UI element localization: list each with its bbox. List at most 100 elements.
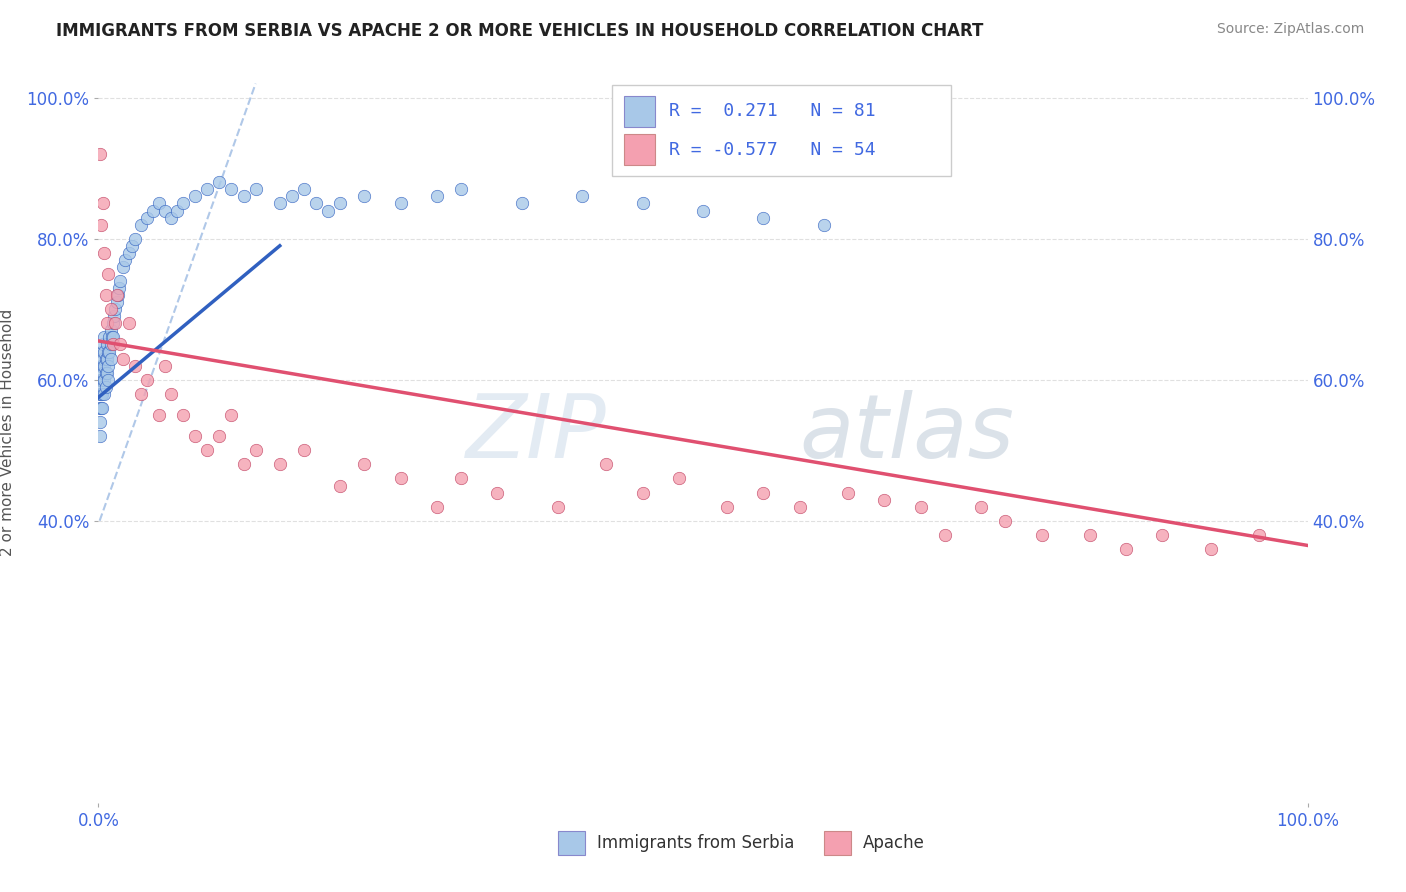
- Point: [93, 245, 115, 260]
- FancyBboxPatch shape: [824, 831, 851, 855]
- Point: [101, 330, 124, 344]
- Point: [752, 485, 775, 500]
- Point: [389, 196, 412, 211]
- Point: [148, 196, 170, 211]
- Point: [716, 500, 738, 514]
- Point: [245, 182, 267, 196]
- Point: [105, 295, 128, 310]
- Text: R =  0.271   N = 81: R = 0.271 N = 81: [669, 103, 876, 120]
- Point: [184, 429, 207, 443]
- Point: [184, 189, 207, 203]
- Point: [89, 387, 111, 401]
- Point: [101, 337, 124, 351]
- FancyBboxPatch shape: [624, 95, 655, 127]
- Point: [90, 359, 112, 373]
- Point: [100, 330, 122, 344]
- Point: [153, 203, 176, 218]
- Point: [595, 458, 617, 472]
- Point: [166, 203, 188, 218]
- Point: [104, 302, 127, 317]
- Point: [94, 366, 117, 380]
- Point: [98, 344, 121, 359]
- FancyBboxPatch shape: [613, 85, 950, 177]
- Point: [353, 458, 375, 472]
- Point: [873, 492, 896, 507]
- Point: [129, 218, 152, 232]
- Point: [692, 203, 714, 218]
- Point: [135, 373, 157, 387]
- Point: [160, 387, 183, 401]
- Point: [789, 500, 811, 514]
- Point: [91, 196, 114, 211]
- Point: [172, 196, 194, 211]
- Point: [195, 443, 218, 458]
- Text: atlas: atlas: [800, 390, 1015, 475]
- Point: [98, 330, 121, 344]
- Point: [426, 189, 449, 203]
- Point: [135, 211, 157, 225]
- Point: [96, 337, 118, 351]
- Point: [1152, 528, 1174, 542]
- Point: [571, 189, 593, 203]
- Point: [96, 351, 118, 366]
- Point: [90, 373, 112, 387]
- Text: R = -0.577   N = 54: R = -0.577 N = 54: [669, 141, 876, 159]
- Point: [118, 245, 141, 260]
- Point: [329, 478, 352, 492]
- Point: [305, 196, 328, 211]
- Point: [547, 500, 569, 514]
- Text: ZIP: ZIP: [465, 390, 606, 475]
- Point: [124, 232, 146, 246]
- Point: [89, 401, 111, 415]
- Point: [232, 189, 254, 203]
- Point: [97, 267, 120, 281]
- Point: [450, 182, 472, 196]
- Point: [91, 373, 114, 387]
- Point: [108, 337, 131, 351]
- Point: [91, 387, 114, 401]
- Point: [91, 359, 114, 373]
- Point: [994, 514, 1017, 528]
- Point: [89, 147, 111, 161]
- Point: [100, 323, 122, 337]
- Point: [1031, 528, 1053, 542]
- Point: [93, 387, 115, 401]
- Point: [426, 500, 449, 514]
- Point: [89, 415, 111, 429]
- Point: [90, 387, 112, 401]
- Point: [101, 316, 124, 330]
- Point: [232, 458, 254, 472]
- Point: [93, 344, 115, 359]
- Point: [631, 196, 654, 211]
- Point: [97, 373, 120, 387]
- Point: [91, 344, 114, 359]
- Point: [111, 260, 134, 274]
- Point: [1199, 541, 1222, 556]
- Point: [100, 337, 122, 351]
- Point: [486, 485, 509, 500]
- Point: [91, 366, 114, 380]
- Point: [450, 471, 472, 485]
- Point: [221, 182, 243, 196]
- Point: [100, 351, 122, 366]
- Point: [353, 189, 375, 203]
- Point: [172, 408, 194, 422]
- Point: [208, 175, 231, 189]
- Point: [160, 211, 183, 225]
- Point: [90, 218, 112, 232]
- FancyBboxPatch shape: [558, 831, 585, 855]
- Point: [934, 528, 956, 542]
- Point: [221, 408, 243, 422]
- Point: [813, 218, 835, 232]
- Text: Apache: Apache: [863, 834, 925, 852]
- Point: [121, 239, 143, 253]
- Point: [1078, 528, 1101, 542]
- Point: [108, 274, 131, 288]
- Point: [96, 366, 118, 380]
- Point: [104, 316, 127, 330]
- Point: [329, 196, 352, 211]
- Point: [292, 182, 315, 196]
- Point: [118, 316, 141, 330]
- Point: [103, 310, 125, 324]
- Y-axis label: 2 or more Vehicles in Household: 2 or more Vehicles in Household: [0, 309, 15, 557]
